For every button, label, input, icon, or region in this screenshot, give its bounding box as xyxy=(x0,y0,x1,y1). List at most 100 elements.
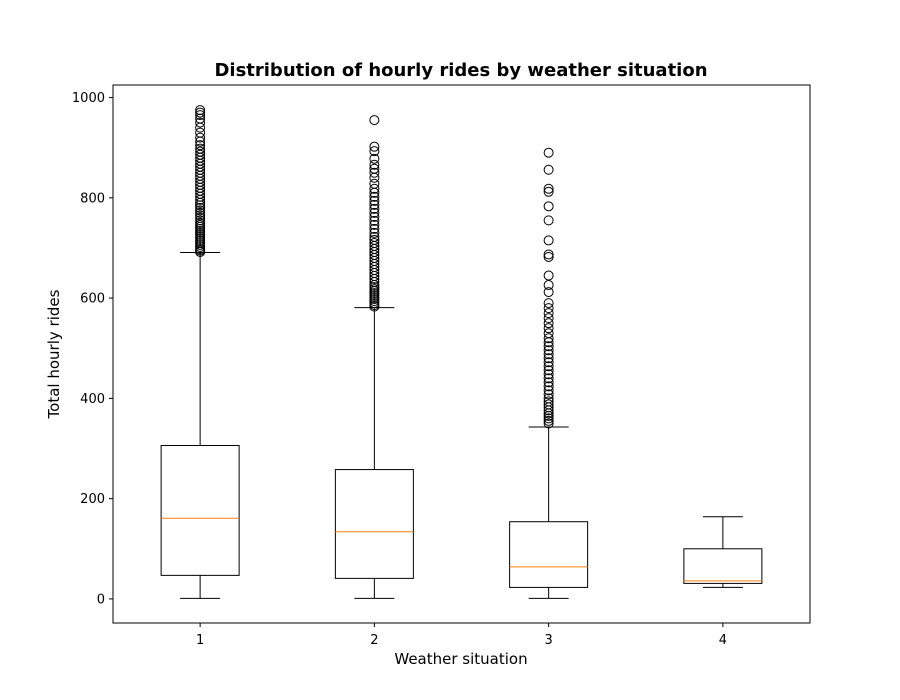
outlier-point xyxy=(543,318,554,329)
outlier-point xyxy=(543,377,554,388)
plot-area: 0 200 400 600 800 1000 1 2 3 4 xyxy=(72,84,811,648)
outlier-point xyxy=(369,159,380,170)
outlier-point xyxy=(195,140,206,151)
outlier-point xyxy=(543,369,554,380)
outlier-point xyxy=(369,183,380,194)
outlier-point xyxy=(369,195,380,206)
outlier-point xyxy=(543,328,554,339)
y-tick-label: 800 xyxy=(80,191,105,206)
outlier-point xyxy=(543,303,554,314)
outlier-point xyxy=(369,211,380,222)
outlier-point xyxy=(195,110,206,121)
box-group-2 xyxy=(334,115,414,599)
outlier-point xyxy=(369,163,380,174)
outlier-point xyxy=(195,202,206,213)
outlier-point xyxy=(543,418,554,429)
outlier-point xyxy=(369,203,380,214)
outlier-point xyxy=(543,389,554,400)
outlier-point xyxy=(543,393,554,404)
outlier-point xyxy=(369,199,380,210)
iqr-box xyxy=(509,521,589,588)
outlier-point xyxy=(543,298,554,309)
x-axis-label: Weather situation xyxy=(394,650,527,668)
outlier-point xyxy=(543,349,554,360)
outlier-point xyxy=(543,313,554,324)
iqr-box xyxy=(334,469,414,579)
outlier-point xyxy=(543,201,554,212)
box-group-4 xyxy=(683,516,763,588)
outlier-point xyxy=(195,105,206,116)
x-tick-label: 1 xyxy=(196,633,204,648)
y-axis-label: Total hourly rides xyxy=(45,289,63,419)
x-tick-label: 3 xyxy=(544,633,552,648)
outlier-point xyxy=(543,323,554,334)
outlier-point xyxy=(543,365,554,376)
outlier-point xyxy=(543,164,554,175)
outlier-point xyxy=(543,183,554,194)
outlier-point xyxy=(195,217,206,228)
axes-frame xyxy=(112,84,811,624)
outlier-point xyxy=(195,117,206,128)
outlier-point xyxy=(543,353,554,364)
outlier-point xyxy=(369,237,380,248)
box-group-1 xyxy=(160,105,240,599)
outlier-point xyxy=(543,399,554,410)
outlier-point xyxy=(543,345,554,356)
outlier-point xyxy=(369,141,380,152)
y-tick-label: 1000 xyxy=(72,91,105,106)
outlier-point xyxy=(369,215,380,226)
outlier-point xyxy=(543,280,554,291)
outlier-point xyxy=(543,235,554,246)
y-tick-label: 400 xyxy=(80,392,105,407)
outlier-point xyxy=(369,146,380,157)
outlier-point xyxy=(369,207,380,218)
iqr-box xyxy=(160,445,240,576)
outlier-point xyxy=(543,333,554,344)
iqr-box xyxy=(683,548,763,584)
outlier-point xyxy=(543,373,554,384)
outlier-point xyxy=(543,385,554,396)
outlier-point xyxy=(543,251,554,262)
outlier-point xyxy=(369,115,380,126)
outlier-point xyxy=(543,413,554,424)
outlier-point xyxy=(195,212,206,223)
outlier-point xyxy=(543,415,554,426)
outlier-point xyxy=(195,215,206,226)
outlier-point xyxy=(543,308,554,319)
y-tick-label: 0 xyxy=(97,592,105,607)
outlier-point xyxy=(195,205,206,216)
outlier-point xyxy=(369,231,380,242)
outlier-point xyxy=(543,341,554,352)
outlier-point xyxy=(369,234,380,245)
outlier-point xyxy=(195,127,206,138)
box-group-3 xyxy=(509,147,589,599)
outlier-point xyxy=(543,361,554,372)
x-tick-label: 2 xyxy=(370,633,378,648)
outlier-point xyxy=(369,191,380,202)
x-tick-label: 4 xyxy=(719,633,727,648)
outlier-point xyxy=(543,186,554,197)
outlier-point xyxy=(195,132,206,143)
chart-title: Distribution of hourly rides by weather … xyxy=(214,60,707,81)
y-tick-label: 200 xyxy=(80,492,105,507)
outlier-point xyxy=(195,207,206,218)
outlier-point xyxy=(543,147,554,158)
outlier-point xyxy=(369,227,380,238)
outlier-point xyxy=(543,215,554,226)
outlier-point xyxy=(543,381,554,392)
y-tick-label: 600 xyxy=(80,292,105,307)
outlier-point xyxy=(195,210,206,221)
outlier-point xyxy=(195,146,206,157)
outlier-point xyxy=(195,107,206,118)
outlier-point xyxy=(543,287,554,298)
outlier-point xyxy=(369,219,380,230)
outlier-point xyxy=(543,396,554,407)
outlier-point xyxy=(369,223,380,234)
outlier-point xyxy=(543,357,554,368)
outlier-point xyxy=(543,270,554,281)
outlier-point xyxy=(369,178,380,189)
outlier-point xyxy=(369,167,380,178)
outlier-point xyxy=(195,149,206,160)
